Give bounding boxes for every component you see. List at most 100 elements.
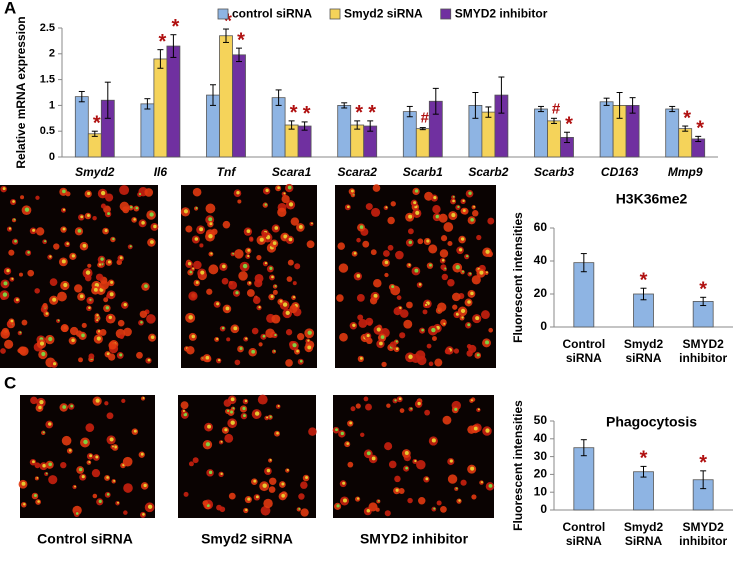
cell [103,297,109,303]
cell [53,243,60,250]
y-tick-label: 60 [534,220,548,234]
cell-nucleus [377,499,380,502]
cell-nucleus [283,192,286,195]
cell-nucleus [87,214,90,217]
cell-nucleus [266,416,269,419]
error-bar [669,105,676,113]
cell-nucleus [251,349,256,354]
cell-nucleus [281,482,285,486]
cell [384,510,391,517]
panel-label: C [4,373,16,392]
cell-nucleus [468,191,472,195]
y-tick-label: 0 [540,319,547,333]
micrograph [178,394,317,518]
cell-nucleus [394,399,397,402]
cell [186,346,195,355]
bar [74,96,89,158]
cell-nucleus [258,306,261,309]
cell [390,201,396,207]
significance-marker: * [355,102,363,124]
cell-nucleus [104,229,108,233]
cell [237,199,242,204]
error-bar [354,120,361,130]
cell [222,220,231,229]
cell-nucleus [473,205,476,208]
cell [60,461,67,469]
cell-nucleus [66,242,69,245]
cell [254,279,263,288]
cell-nucleus [288,237,293,242]
cell-nucleus [433,507,436,510]
cell [428,361,434,367]
cell-nucleus [307,345,312,350]
y-tick-label: 1.5 [40,74,55,86]
cell [208,264,219,275]
cell [271,314,281,324]
cell-nucleus [129,245,132,248]
cell [57,291,67,302]
cell-nucleus [140,320,143,324]
cell [21,319,28,326]
cell-nucleus [23,503,26,506]
cell-nucleus [356,274,361,278]
y-tick-label: 30 [534,449,548,463]
cell-nucleus [95,398,100,403]
cell [297,333,305,341]
cell-nucleus [485,249,490,254]
bar [271,97,286,158]
cell-nucleus [62,405,67,409]
cell-nucleus [70,404,74,408]
cell-nucleus [225,306,230,311]
cell-nucleus [441,258,445,262]
cell-nucleus [271,275,274,279]
cell [444,348,451,355]
error-bar [695,135,702,143]
cell [87,263,92,268]
cell-nucleus [37,500,40,503]
cell [0,348,6,354]
error-bar [91,130,98,137]
cell-nucleus [460,308,466,313]
cell-nucleus [467,323,471,327]
cell [277,207,287,217]
cell-nucleus [262,483,267,488]
cell-nucleus [113,479,116,482]
cell-nucleus [27,251,30,254]
x-tick-label: Smyd2 siRNA [623,337,664,365]
significance-marker: * [290,102,298,124]
cell [384,272,389,278]
bar [219,35,233,158]
cell-nucleus [189,270,193,274]
cell-nucleus [347,205,350,209]
x-tick-label-box: Smyd2 siRNA [623,337,664,365]
significance-marker: * [93,112,101,134]
cell-nucleus [340,431,344,436]
cell [219,506,226,513]
cell [224,433,234,443]
cell-nucleus [269,266,273,270]
cell [0,329,10,339]
cell-nucleus [458,248,463,252]
cell [476,234,482,241]
cell-nucleus [8,227,12,230]
cell-nucleus [133,429,137,433]
y-tick-label: 40 [534,431,548,445]
cell [366,337,373,345]
cell [386,403,391,408]
cell-nucleus [105,306,110,310]
cell-nucleus [183,209,189,214]
panel-label: A [4,0,16,17]
image-background [333,395,494,518]
cell-nucleus [408,263,411,267]
cell-nucleus [87,191,91,196]
cell-nucleus [221,326,225,330]
cell [471,275,481,285]
cell-nucleus [421,328,425,332]
cell [398,488,405,495]
cell [428,244,438,254]
cell-nucleus [13,218,16,221]
cell-nucleus [81,333,85,338]
cell [193,260,202,270]
cell [272,289,278,295]
cell [136,351,143,359]
